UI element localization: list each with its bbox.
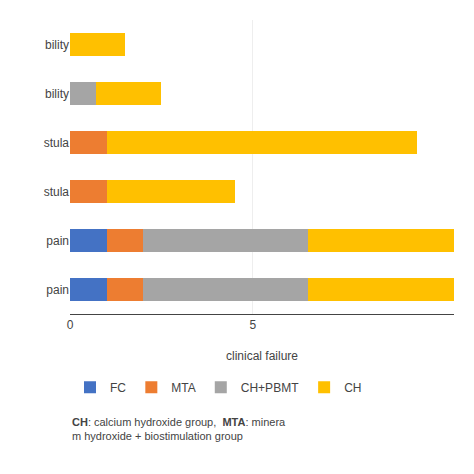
svg-text:0: 0	[67, 318, 74, 332]
svg-text:MTA: MTA	[171, 381, 195, 395]
svg-text:clinical failure: clinical failure	[226, 349, 298, 363]
svg-text:CH+PBMT: CH+PBMT	[241, 381, 299, 395]
svg-text:stula: stula	[37, 185, 69, 199]
svg-text:pain: pain	[40, 234, 69, 248]
svg-text:stula: stula	[37, 136, 69, 150]
svg-text:5: 5	[250, 318, 257, 332]
svg-text:CH: CH	[344, 381, 361, 395]
svg-text:bility: bility	[38, 87, 69, 101]
svg-text:bility: bility	[38, 38, 69, 52]
svg-text:pain: pain	[40, 283, 69, 297]
svg-text:CH: calcium hydroxide group,: CH: calcium hydroxide group, MTA: minera…	[72, 416, 286, 442]
svg-text:FC: FC	[110, 381, 126, 395]
